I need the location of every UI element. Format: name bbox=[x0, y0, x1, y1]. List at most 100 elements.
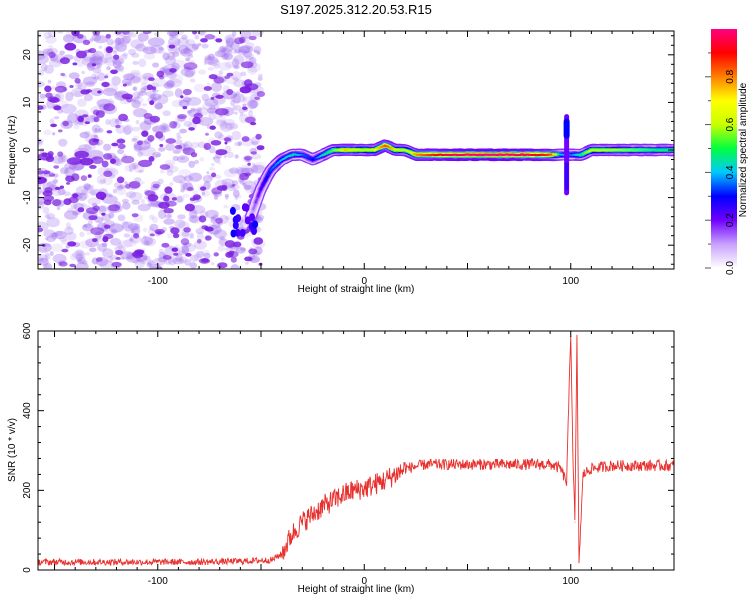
noise-blob bbox=[242, 182, 247, 186]
noise-blob bbox=[38, 257, 44, 262]
noise-blob bbox=[230, 71, 242, 81]
noise-peak bbox=[173, 252, 179, 256]
noise-blob bbox=[250, 164, 266, 174]
snr-data-point bbox=[374, 483, 376, 485]
noise-blob bbox=[102, 87, 118, 97]
noise-blob bbox=[123, 73, 136, 81]
noise-blob bbox=[137, 151, 144, 157]
noise-peak bbox=[91, 156, 104, 165]
noise-blob bbox=[73, 124, 80, 130]
noise-blob bbox=[188, 215, 199, 223]
noise-peak bbox=[104, 75, 109, 79]
noise-blob bbox=[94, 59, 103, 68]
noise-blob bbox=[128, 48, 137, 56]
noise-peak bbox=[92, 138, 100, 143]
noise-blob bbox=[113, 50, 117, 55]
noise-blob bbox=[183, 120, 192, 127]
noise-blob bbox=[125, 191, 137, 199]
noise-blob bbox=[201, 191, 206, 196]
noise-peak bbox=[170, 227, 180, 235]
noise-peak bbox=[62, 120, 69, 127]
snr-y-ticks: 0 200 400 600 bbox=[22, 322, 674, 573]
noise-blob bbox=[96, 175, 106, 185]
noise-peak bbox=[243, 155, 253, 161]
noise-blob bbox=[146, 262, 152, 268]
noise-peak bbox=[231, 184, 236, 187]
noise-peak bbox=[241, 136, 250, 142]
noise-blob bbox=[242, 96, 255, 106]
noise-blob bbox=[138, 58, 147, 68]
noise-peak bbox=[210, 96, 215, 100]
noise-peak bbox=[147, 135, 155, 142]
spectrogram-y-axis-title: Frequency (Hz) bbox=[7, 116, 18, 185]
noise-blob bbox=[53, 230, 64, 237]
noise-blob bbox=[46, 235, 56, 243]
noise-blob bbox=[196, 231, 204, 241]
snr-series-line bbox=[38, 334, 674, 567]
snr-data-point bbox=[652, 465, 655, 467]
noise-peak bbox=[142, 31, 152, 35]
noise-peak bbox=[204, 226, 209, 231]
noise-peak bbox=[148, 156, 155, 162]
snr-data-point bbox=[198, 561, 200, 563]
noise-peak bbox=[48, 51, 56, 59]
noise-peak bbox=[196, 239, 202, 244]
noise-peak bbox=[132, 250, 143, 259]
noise-peak bbox=[256, 145, 265, 151]
noise-blob bbox=[206, 171, 210, 175]
snr-data-point bbox=[574, 521, 576, 523]
noise-blob bbox=[147, 202, 155, 207]
noise-blob bbox=[227, 186, 236, 192]
noise-blob bbox=[212, 222, 221, 229]
noise-peak bbox=[113, 54, 120, 60]
noise-blob bbox=[222, 48, 227, 53]
noise-blob bbox=[164, 214, 172, 219]
snr-data-point bbox=[487, 463, 489, 465]
noise-blob bbox=[69, 253, 78, 261]
noise-blob bbox=[51, 243, 64, 252]
snr-x-ticks: -100 0 100 bbox=[54, 331, 675, 587]
snr-plot: -100 0 100 0 200 400 600 Height of straight l… bbox=[7, 322, 675, 595]
noise-blob bbox=[89, 37, 94, 42]
noise-blob bbox=[185, 39, 196, 46]
noise-blob bbox=[185, 180, 192, 188]
noise-blob bbox=[135, 120, 140, 125]
noise-peak bbox=[239, 36, 246, 44]
noise-blob bbox=[207, 53, 215, 61]
noise-blob bbox=[184, 70, 195, 78]
noise-blob bbox=[129, 237, 134, 242]
noise-blob bbox=[172, 51, 180, 57]
noise-blob bbox=[52, 155, 64, 165]
noise-blob bbox=[254, 161, 266, 171]
noise-blob bbox=[202, 174, 213, 183]
noise-peak bbox=[42, 170, 51, 175]
noise-peak bbox=[64, 42, 77, 51]
noise-blob bbox=[149, 223, 159, 232]
noise-blob bbox=[102, 195, 118, 205]
noise-peak bbox=[116, 138, 126, 144]
y-tick-label: -20 bbox=[22, 238, 33, 253]
noise-blob bbox=[107, 192, 111, 196]
noise-blob bbox=[242, 103, 247, 108]
noise-blob bbox=[251, 153, 262, 160]
noise-blob bbox=[225, 37, 234, 48]
noise-blob bbox=[205, 209, 219, 219]
noise-blob bbox=[81, 189, 90, 195]
noise-peak bbox=[87, 174, 92, 178]
noise-blob bbox=[176, 132, 181, 137]
noise-blob bbox=[167, 51, 176, 61]
noise-blob bbox=[141, 103, 147, 107]
noise-blob bbox=[209, 104, 216, 111]
ridge-blob bbox=[239, 228, 246, 237]
noise-blob bbox=[137, 93, 141, 97]
noise-peak bbox=[115, 256, 121, 260]
snr-data-point bbox=[332, 499, 334, 501]
noise-blob bbox=[96, 62, 102, 69]
noise-peak bbox=[137, 140, 143, 146]
noise-peak bbox=[38, 170, 44, 175]
noise-blob bbox=[145, 91, 157, 97]
noise-blob bbox=[114, 158, 123, 167]
noise-peak bbox=[200, 186, 207, 191]
snr-data-point bbox=[291, 533, 293, 535]
